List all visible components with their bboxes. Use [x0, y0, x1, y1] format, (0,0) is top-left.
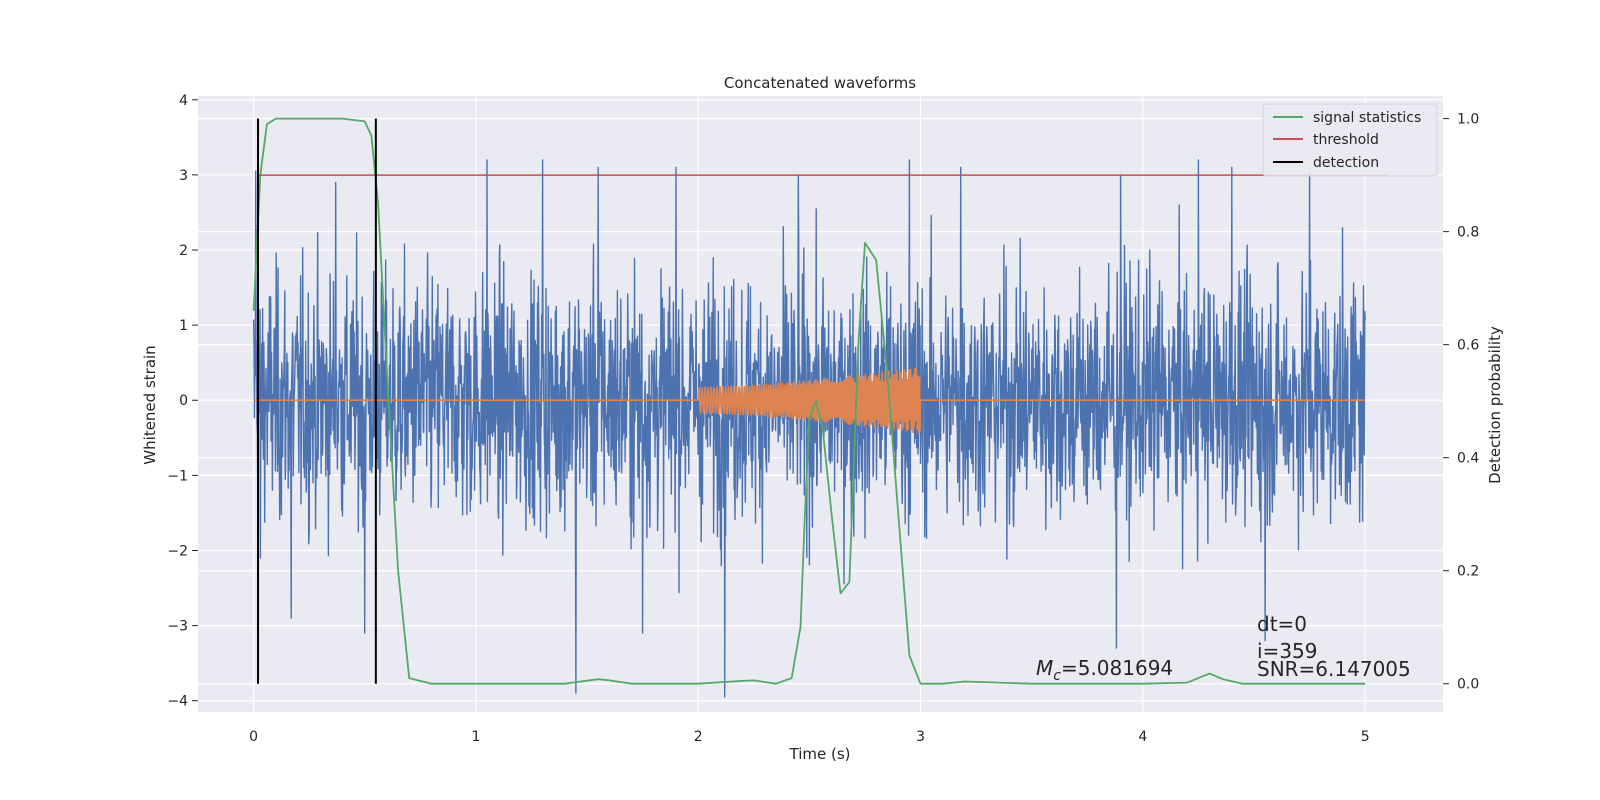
y-tick-label: 0 [179, 393, 188, 409]
legend: signal statistics threshold detection [1262, 103, 1438, 177]
legend-label-threshold: threshold [1313, 132, 1379, 148]
y-right-tick-label: 0.8 [1457, 225, 1479, 241]
annotation-dt: dt=0 [1257, 612, 1307, 636]
legend-label-detection: detection [1313, 155, 1379, 171]
y-right-tick-label: 1.0 [1457, 112, 1479, 128]
legend-box [1262, 103, 1438, 177]
y-tick-label: 2 [179, 243, 188, 259]
chirp-mass-symbol: M [1036, 656, 1053, 680]
y-tick-label: 3 [179, 168, 188, 184]
statistic-series [252, 117, 1366, 685]
x-tick-label: 4 [1138, 729, 1147, 745]
x-tick-label: 2 [694, 729, 703, 745]
strain-line [252, 159, 1366, 698]
y-ticks: −4 −3 −2 −1 0 1 2 3 4 [167, 93, 198, 710]
y-right-tick-label: 0.0 [1457, 677, 1479, 693]
y-right-tick-label: 0.4 [1457, 451, 1479, 467]
y-ticks-right: 0.0 0.2 0.4 0.6 0.8 1.0 [1443, 112, 1479, 693]
y-tick-label: −2 [167, 543, 188, 559]
y-right-tick-label: 0.2 [1457, 564, 1479, 580]
statistic-line [252, 117, 1366, 685]
chirp-mass-subscript: c [1053, 668, 1061, 684]
x-tick-label: 1 [471, 729, 480, 745]
annotation-index: i=359 [1257, 639, 1318, 663]
detection-lines [257, 118, 377, 684]
y-tick-label: −1 [167, 468, 188, 484]
chirp-mass-value: =5.081694 [1061, 656, 1173, 680]
y-tick-label: 4 [179, 93, 188, 109]
y-right-tick-label: 0.6 [1457, 338, 1479, 354]
template-series [253, 367, 1366, 434]
y-axis-label: Whitened strain [141, 345, 159, 464]
legend-label-statistic: signal statistics [1313, 110, 1421, 126]
template-line [253, 367, 1366, 434]
x-tick-label: 0 [249, 729, 258, 745]
annotation-snr: SNR=6.147005 [1257, 657, 1411, 681]
y-axis-label-right: Detection probability [1486, 326, 1504, 484]
chart-title: Concatenated waveforms [724, 74, 916, 92]
x-tick-label: 5 [1361, 729, 1370, 745]
x-ticks: 0 1 2 3 4 5 [249, 729, 1370, 745]
y-tick-label: −4 [167, 694, 188, 710]
y-tick-label: −3 [167, 619, 188, 635]
y-tick-label: 1 [179, 318, 188, 334]
strain-series [252, 159, 1366, 698]
x-axis-label: Time (s) [789, 745, 851, 763]
annotation-chirp-mass: Mc=5.081694 [1036, 656, 1173, 684]
x-tick-label: 3 [916, 729, 925, 745]
